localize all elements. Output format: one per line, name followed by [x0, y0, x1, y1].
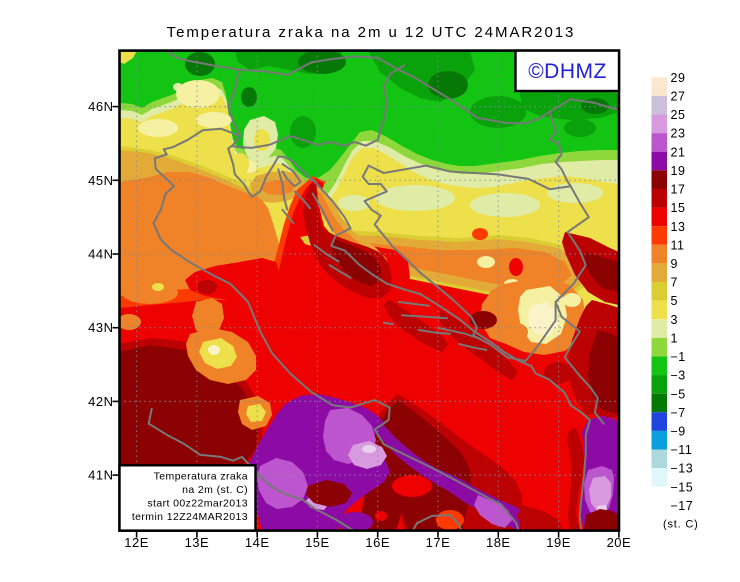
svg-text:−1: −1	[671, 350, 686, 364]
svg-text:13: 13	[671, 220, 686, 234]
svg-text:termin 12Z24MAR2013: termin 12Z24MAR2013	[132, 511, 248, 523]
svg-text:(st. C): (st. C)	[663, 519, 699, 531]
svg-text:©DHMZ: ©DHMZ	[528, 60, 607, 83]
svg-text:−5: −5	[671, 387, 686, 401]
svg-text:17E: 17E	[426, 535, 451, 550]
svg-text:−3: −3	[671, 369, 686, 383]
svg-text:27: 27	[671, 90, 686, 104]
svg-text:46N: 46N	[88, 99, 113, 114]
svg-text:21: 21	[671, 145, 686, 159]
svg-text:−9: −9	[671, 424, 686, 438]
svg-text:12E: 12E	[124, 535, 149, 550]
svg-text:13E: 13E	[185, 535, 210, 550]
svg-text:19: 19	[671, 164, 686, 178]
svg-text:3: 3	[671, 313, 678, 327]
svg-text:−13: −13	[671, 462, 694, 476]
svg-text:19E: 19E	[546, 535, 571, 550]
svg-text:na 2m (st. C): na 2m (st. C)	[182, 484, 248, 496]
svg-text:17: 17	[671, 183, 686, 197]
svg-text:1: 1	[671, 331, 678, 345]
svg-text:41N: 41N	[88, 468, 113, 483]
svg-text:15: 15	[671, 201, 686, 215]
svg-text:7: 7	[671, 276, 678, 290]
svg-text:−17: −17	[671, 499, 694, 513]
svg-text:16E: 16E	[365, 535, 390, 550]
svg-text:−7: −7	[671, 406, 686, 420]
svg-text:start 00z22mar2013: start 00z22mar2013	[147, 498, 248, 510]
svg-text:42N: 42N	[88, 394, 113, 409]
svg-text:43N: 43N	[88, 320, 113, 335]
svg-text:5: 5	[671, 294, 678, 308]
svg-text:9: 9	[671, 257, 678, 271]
svg-text:14E: 14E	[245, 535, 270, 550]
svg-text:−11: −11	[671, 443, 693, 457]
svg-text:44N: 44N	[88, 247, 113, 262]
svg-text:20E: 20E	[607, 535, 632, 550]
svg-text:−15: −15	[671, 480, 694, 494]
svg-text:23: 23	[671, 127, 686, 141]
svg-text:11: 11	[671, 238, 685, 252]
svg-text:15E: 15E	[305, 535, 330, 550]
svg-text:29: 29	[671, 71, 686, 85]
svg-text:45N: 45N	[88, 173, 113, 188]
svg-text:25: 25	[671, 108, 686, 122]
svg-text:18E: 18E	[486, 535, 511, 550]
svg-text:Temperatura zraka na 2m u 12 U: Temperatura zraka na 2m u 12 UTC 24MAR20…	[167, 24, 576, 41]
svg-text:Temperatura zraka: Temperatura zraka	[154, 471, 248, 483]
